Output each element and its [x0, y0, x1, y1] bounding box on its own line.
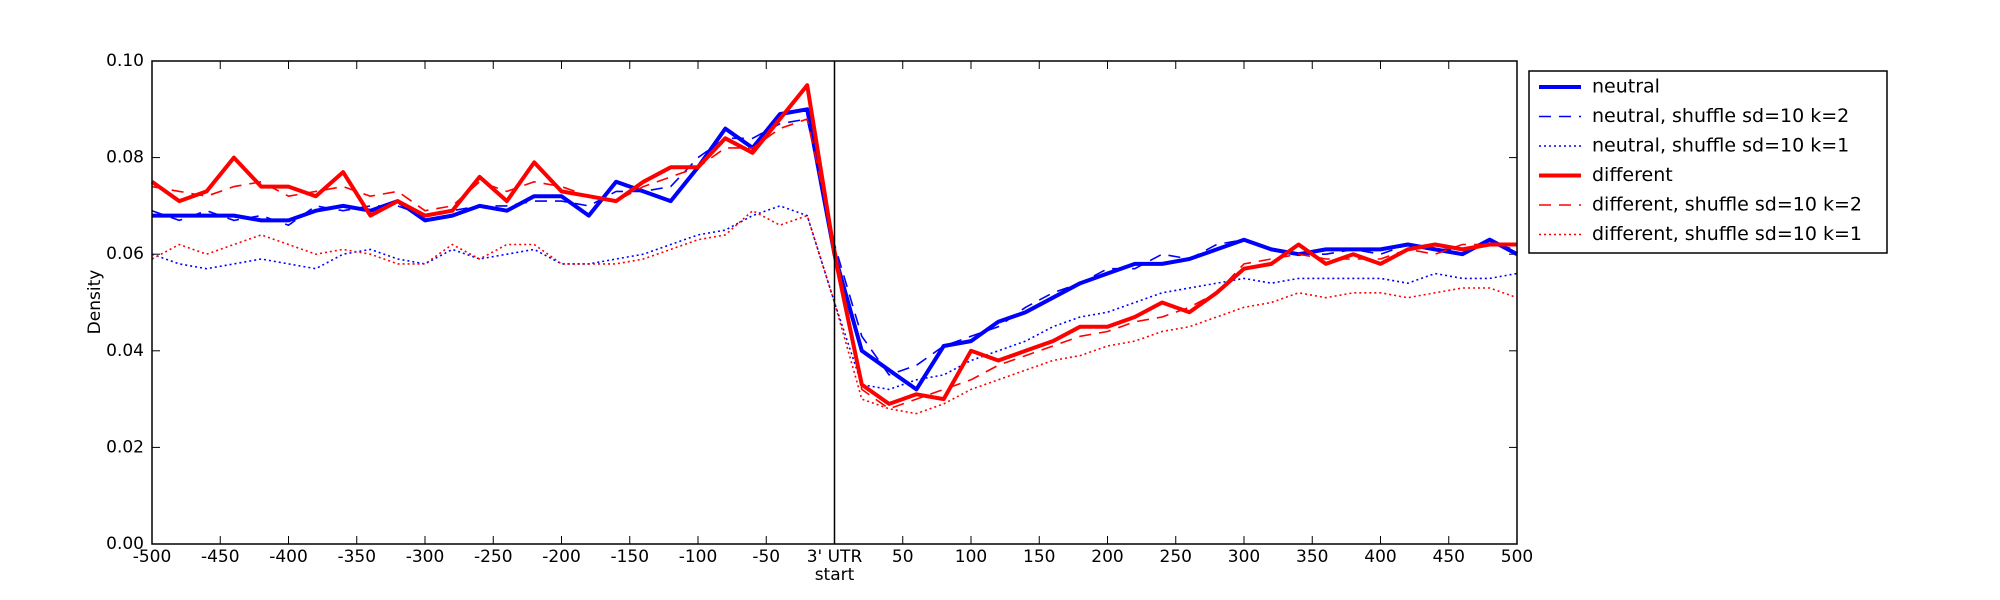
x-tick-label: -300	[405, 547, 445, 567]
y-tick-label: 0.04	[106, 341, 144, 361]
y-axis-label: Density	[85, 270, 105, 335]
plot-frame	[151, 60, 1518, 545]
y-tick-label: 0.10	[106, 51, 144, 71]
x-tick-label: -450	[200, 547, 240, 567]
x-tick-label: -150	[610, 547, 650, 567]
x-tick-label: -250	[473, 547, 513, 567]
y-tick-label: 0.02	[106, 437, 144, 457]
y-tick-label: 0.00	[106, 534, 144, 554]
series-line	[151, 205, 1518, 391]
legend-label: neutral, shuffle sd=10 k=1	[1592, 135, 1849, 157]
x-tick-label: 150	[1023, 547, 1056, 567]
x-tick-label: 350	[1296, 547, 1329, 567]
x-tick-label: -350	[337, 547, 377, 567]
x-tick-label: -500	[132, 547, 172, 567]
legend-label: neutral, shuffle sd=10 k=2	[1592, 105, 1849, 127]
x-tick-label: 3' UTR start	[806, 547, 863, 585]
legend-box	[1528, 70, 1888, 254]
series-line	[151, 118, 1517, 410]
x-tick-label: 200	[1091, 547, 1124, 567]
x-tick-label: 500	[1500, 547, 1534, 567]
x-tick-label: 400	[1364, 547, 1397, 567]
x-tick-label: -100	[678, 547, 718, 567]
x-tick-label: -400	[269, 547, 308, 567]
x-tick-label: -200	[542, 547, 581, 567]
x-tick-label: 450	[1432, 547, 1465, 567]
legend-label: neutral	[1592, 76, 1660, 98]
x-tick-label: -50	[752, 547, 781, 567]
legend-label: different	[1592, 164, 1673, 186]
x-tick-label: 250	[1159, 547, 1192, 567]
legend-label: different, shuffle sd=10 k=2	[1592, 194, 1862, 216]
y-tick-label: 0.06	[106, 244, 144, 264]
y-tick-label: 0.08	[106, 148, 144, 168]
x-tick-label: 300	[1227, 547, 1261, 567]
series-line	[151, 209, 1518, 415]
legend-label: different, shuffle sd=10 k=1	[1592, 223, 1862, 245]
x-tick-label: 50	[891, 547, 914, 567]
x-tick-label: 100	[954, 547, 988, 567]
